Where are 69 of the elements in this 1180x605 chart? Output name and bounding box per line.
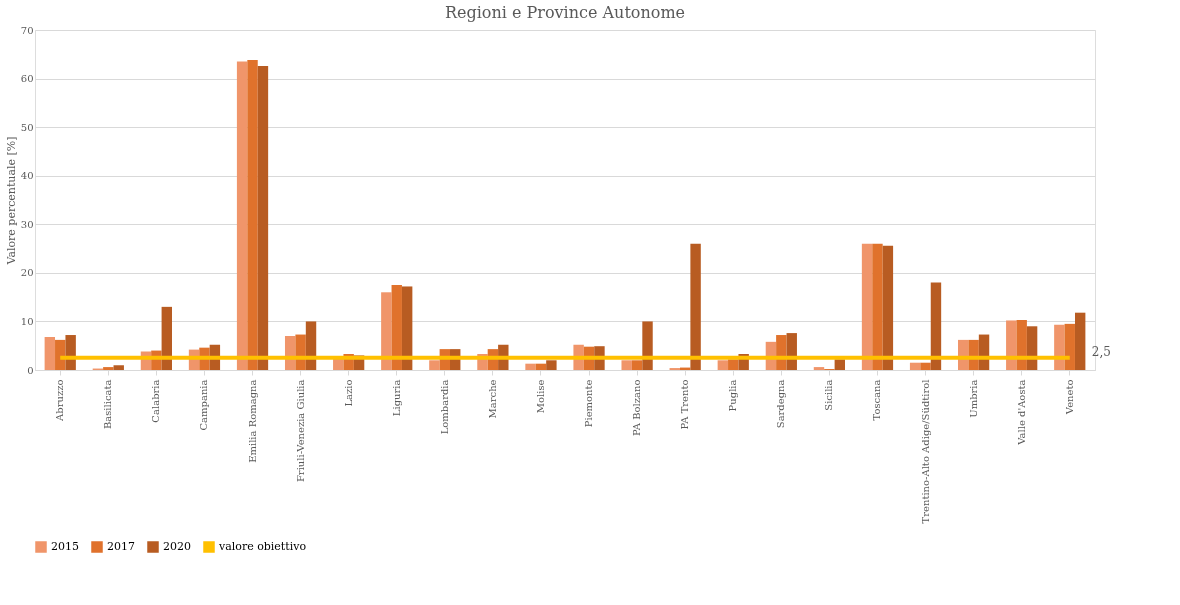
bar [257, 65, 269, 370]
x-tick-label: Marche [486, 379, 498, 419]
x-tick-label: Liguria [390, 379, 402, 417]
y-tick-label: 60 [20, 73, 34, 85]
x-tick-label: Lombardia [438, 379, 450, 435]
bar [1016, 319, 1027, 370]
x-tick-label: Sicilia [823, 379, 835, 411]
bar [1064, 323, 1075, 370]
bar [103, 367, 114, 370]
y-tick-label: 30 [20, 218, 34, 230]
legend-label: 2020 [163, 540, 191, 553]
bar [813, 367, 825, 370]
y-axis-title: Valore percentuale [%] [4, 136, 18, 266]
x-tick-label: Veneto [1063, 379, 1075, 416]
x-tick-label: Trentino-Alto Adige/Südtirol [919, 379, 931, 524]
x-tick-label: PA Bolzano [631, 379, 643, 436]
x-tick-label: Campania [198, 379, 210, 431]
bar [872, 243, 883, 370]
bar [909, 362, 921, 370]
bar [690, 243, 701, 370]
bar [44, 336, 56, 370]
legend-label: valore obiettivo [218, 540, 307, 553]
bar [1054, 324, 1065, 370]
bar [247, 60, 258, 370]
x-tick-label: Abruzzo [54, 379, 66, 422]
x-tick-label: Calabria [150, 379, 162, 423]
bar [1074, 312, 1086, 370]
y-tick-label: 20 [20, 267, 34, 279]
bar [236, 61, 248, 370]
legend-label: 2015 [51, 540, 79, 553]
y-tick-label: 40 [20, 170, 34, 182]
x-tick-label: PA Trento [679, 379, 691, 430]
x-tick-label: Emilia Romagna [246, 379, 258, 463]
annotation: 2,5 [1091, 344, 1111, 359]
chart-title: Regioni e Province Autonome [444, 3, 686, 22]
bar [525, 363, 536, 370]
bar [429, 360, 440, 370]
bar [920, 362, 931, 370]
x-tick-label: Molise [534, 379, 546, 414]
y-tick-label: 0 [27, 364, 34, 376]
x-tick-label: Piemonte [583, 379, 595, 428]
bar [546, 360, 557, 370]
bar [834, 359, 846, 370]
bar [631, 360, 643, 370]
bar [717, 360, 729, 370]
x-tick-label: Sardegna [775, 379, 787, 429]
y-tick-label: 70 [20, 24, 34, 36]
bar [882, 245, 894, 370]
y-tick-label: 50 [20, 121, 34, 133]
bar [728, 359, 739, 370]
bar [621, 360, 632, 370]
bar [535, 363, 547, 370]
x-tick-label: Puglia [727, 379, 739, 412]
x-tick-label: Valle d'Aosta [1015, 379, 1027, 446]
bar [861, 243, 873, 370]
x-tick-label: Basilicata [102, 379, 114, 430]
x-tick-label: Friuli-Venezia Giulia [294, 379, 306, 483]
bar [930, 282, 942, 370]
legend-label: 2017 [107, 540, 135, 553]
x-tick-label: Lazio [342, 379, 354, 407]
bar [381, 292, 392, 370]
bar [401, 286, 413, 370]
x-tick-label: Umbria [967, 379, 979, 418]
bar [161, 306, 173, 370]
bar [642, 321, 653, 370]
x-tick-label: Toscana [871, 379, 883, 421]
bar [391, 285, 402, 370]
bar [113, 365, 124, 370]
y-tick-label: 10 [20, 315, 34, 327]
